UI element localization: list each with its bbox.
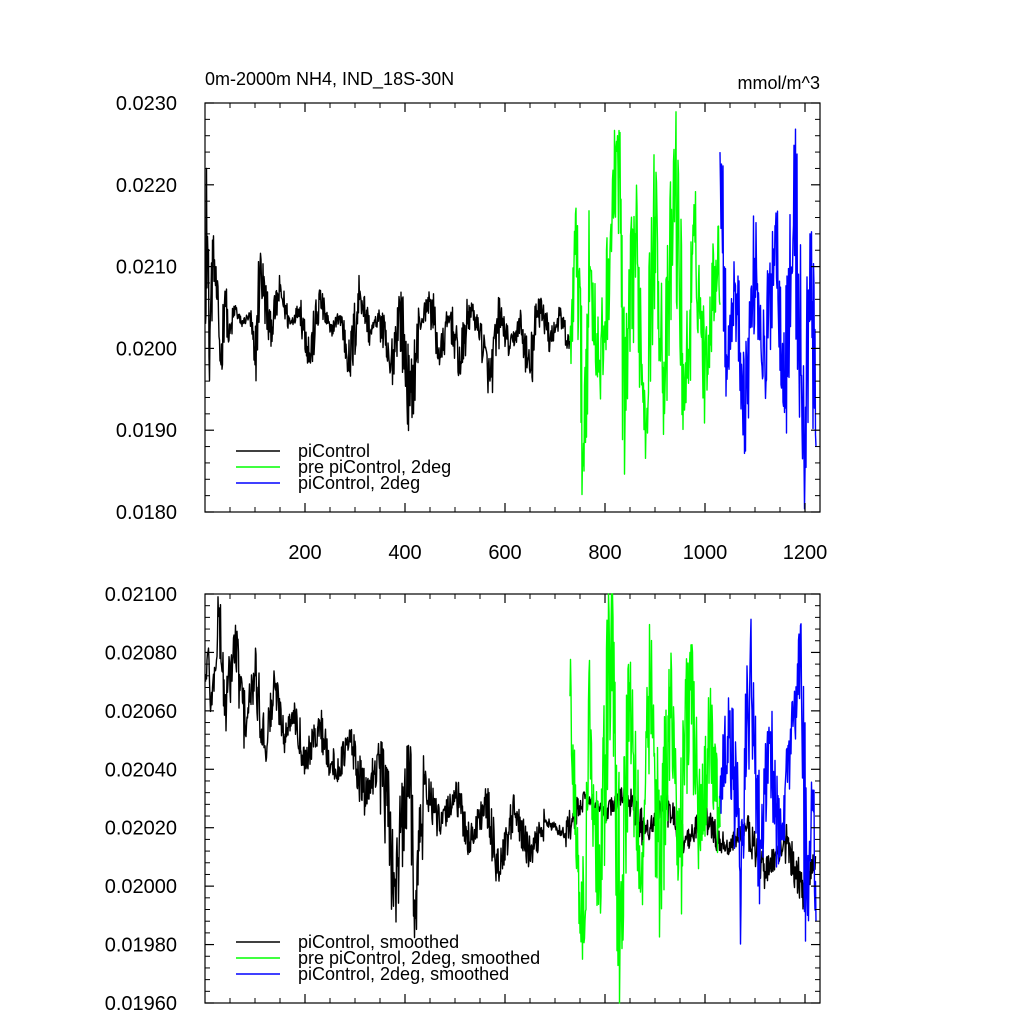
bottom-panel: 0.01960 0.01980 0.02000 0.02020 0.02040 0.020… [105,584,821,1015]
top-legend-label-2: pre piControl, 2deg [298,457,451,477]
top-y-tick-label: 0.0200 [116,338,177,360]
top-plot-frame [204,102,821,513]
bottom-axes-layer: 0.01960 0.01980 0.02000 0.02020 0.02040 0.020… [105,584,820,1015]
top-series-line-3 [719,128,817,510]
top-axes-layer: 0.0180 0.0190 0.0200 0.0210 0.0220 0.0230 200 4… [116,93,827,564]
bottom-y-tick-label: 0.02020 [105,818,177,840]
bottom-series-line-2 [569,593,721,1004]
top-series-line-2 [569,111,721,496]
top-legend-label-1: piControl [298,441,370,461]
top-y-tick-label: 0.0230 [116,93,177,115]
bottom-series-line-3 [719,618,817,945]
top-panel: 0m-2000m NH4, IND_18S-30N mmol/m^3 0.018… [116,69,827,564]
bottom-legend-label-2: pre piControl, 2deg, smoothed [298,948,540,968]
bottom-y-tick-label: 0.02080 [105,642,177,664]
top-x-tick-label: 600 [488,542,521,564]
top-series-line-1 [204,167,571,432]
top-y-tick-label: 0.0180 [116,502,177,524]
top-y-tick-label: 0.0210 [116,257,177,279]
top-y-tick-label: 0.0190 [116,420,177,442]
bottom-y-tick-label: 0.02040 [105,759,177,781]
top-panel-units: mmol/m^3 [738,73,820,93]
bottom-legend-label-3: piControl, 2deg, smoothed [298,964,509,984]
top-x-tick-label: 200 [288,542,321,564]
bottom-y-tick-label: 0.01980 [105,935,177,957]
top-x-tick-label: 800 [588,542,621,564]
top-series-layer [204,111,817,510]
bottom-y-tick-label: 0.02000 [105,876,177,898]
bottom-series-layer [204,593,817,1004]
top-legend-label-3: piControl, 2deg [298,473,420,493]
top-x-tick-label: 1200 [783,542,828,564]
bottom-y-tick-label: 0.01960 [105,993,177,1015]
bottom-series-line-1 [204,596,817,939]
bottom-y-tick-label: 0.02060 [105,701,177,723]
top-x-tick-label: 400 [388,542,421,564]
bottom-legend-label-1: piControl, smoothed [298,932,459,952]
bottom-y-tick-label: 0.02100 [105,584,177,606]
bottom-plot-frame [204,593,821,1004]
top-panel-title: 0m-2000m NH4, IND_18S-30N [205,69,454,90]
top-x-tick-label: 1000 [683,542,728,564]
top-y-tick-label: 0.0220 [116,175,177,197]
